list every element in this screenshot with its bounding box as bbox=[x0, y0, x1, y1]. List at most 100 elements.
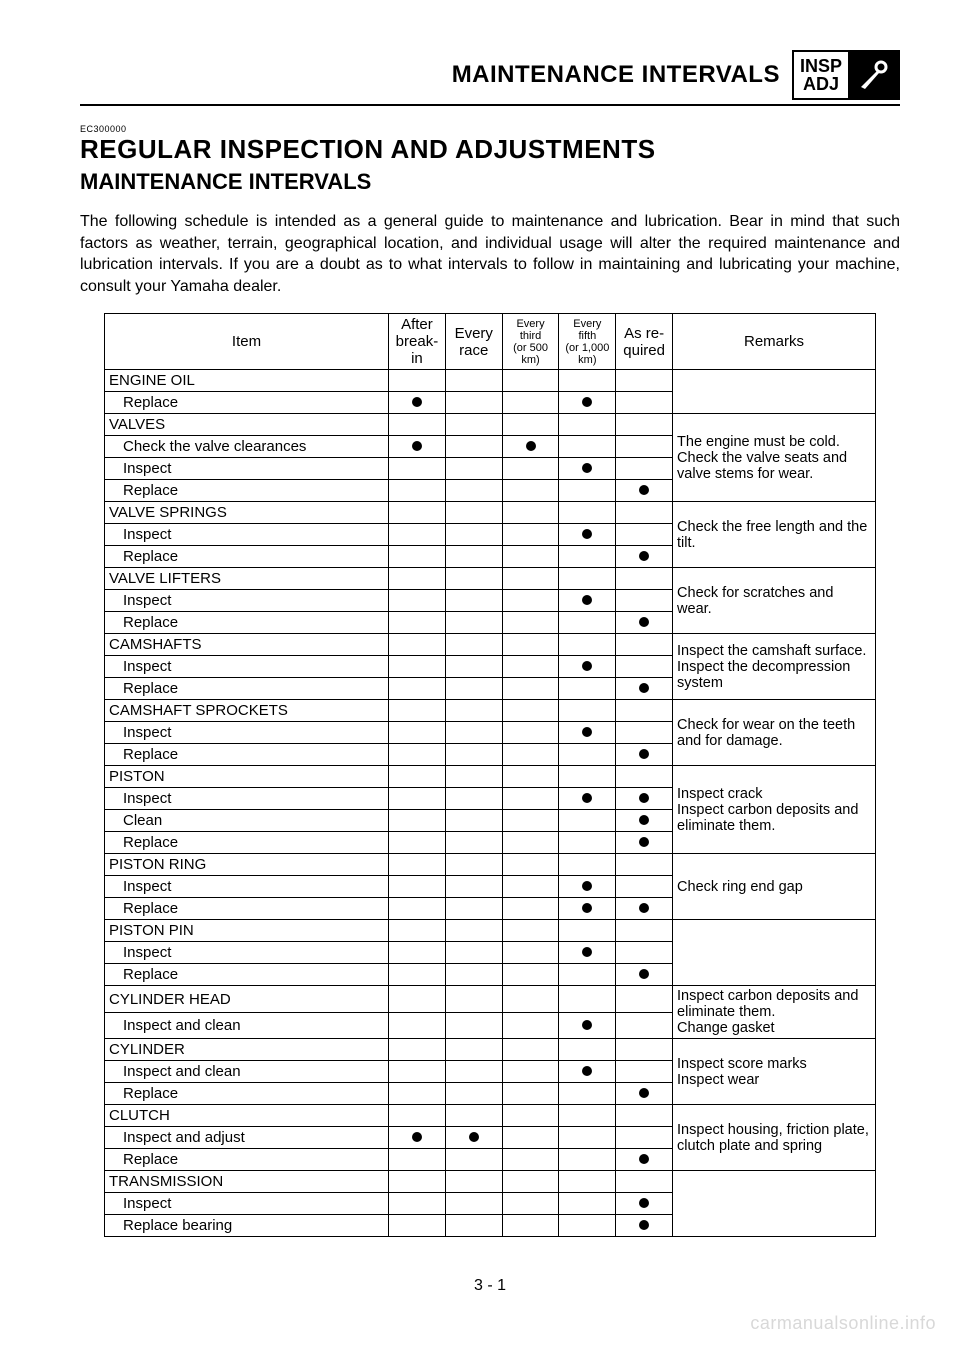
mark-cell bbox=[445, 568, 502, 590]
mark-cell bbox=[616, 722, 673, 744]
item-action: Inspect and clean bbox=[109, 1017, 384, 1034]
mark-cell bbox=[502, 1127, 559, 1149]
mark-cell bbox=[616, 590, 673, 612]
mark-cell bbox=[616, 568, 673, 590]
item-action: Replace bbox=[109, 548, 384, 565]
mark-cell bbox=[559, 942, 616, 964]
section-badge: INSP ADJ bbox=[792, 50, 900, 100]
mark-cell bbox=[389, 920, 446, 942]
table-row: VALVE SPRINGSCheck the free length and t… bbox=[105, 502, 876, 524]
dot-icon bbox=[582, 661, 592, 671]
item-action: Replace bbox=[109, 900, 384, 917]
mark-cell bbox=[616, 392, 673, 414]
intro-text: The following schedule is intended as a … bbox=[80, 211, 900, 297]
mark-cell bbox=[559, 722, 616, 744]
remarks-cell: Inspect crack Inspect carbon deposits an… bbox=[673, 766, 876, 854]
item-name-cell: CYLINDER HEAD bbox=[105, 986, 389, 1013]
mark-cell bbox=[559, 678, 616, 700]
item-name: CYLINDER bbox=[109, 1041, 384, 1058]
remarks-cell: Inspect housing, friction plate, clutch … bbox=[673, 1105, 876, 1171]
mark-cell bbox=[616, 370, 673, 392]
mark-cell bbox=[502, 480, 559, 502]
page-h1: REGULAR INSPECTION AND ADJUSTMENTS bbox=[80, 134, 900, 165]
remarks-cell bbox=[673, 1171, 876, 1237]
mark-cell bbox=[616, 832, 673, 854]
item-name-cell: VALVES bbox=[105, 414, 389, 436]
mark-cell bbox=[445, 876, 502, 898]
mark-cell bbox=[389, 590, 446, 612]
dot-icon bbox=[582, 463, 592, 473]
mark-cell bbox=[559, 480, 616, 502]
mark-cell bbox=[559, 1193, 616, 1215]
page-h2: MAINTENANCE INTERVALS bbox=[80, 169, 900, 195]
mark-cell bbox=[616, 480, 673, 502]
mark-cell bbox=[616, 612, 673, 634]
item-name: VALVES bbox=[109, 416, 384, 433]
dot-icon bbox=[639, 903, 649, 913]
mark-cell bbox=[502, 898, 559, 920]
item-action-cell: Replace bbox=[105, 1083, 389, 1105]
item-action: Replace bbox=[109, 1085, 384, 1102]
mark-cell bbox=[445, 920, 502, 942]
mark-cell bbox=[502, 524, 559, 546]
mark-cell bbox=[389, 392, 446, 414]
mark-cell bbox=[445, 898, 502, 920]
mark-cell bbox=[559, 1039, 616, 1061]
mark-cell bbox=[616, 854, 673, 876]
col-fifth-sub: (or 1,000 km) bbox=[563, 342, 611, 366]
mark-cell bbox=[559, 370, 616, 392]
item-action-cell: Inspect and clean bbox=[105, 1012, 389, 1039]
mark-cell bbox=[445, 414, 502, 436]
dot-icon bbox=[639, 485, 649, 495]
mark-cell bbox=[389, 942, 446, 964]
dot-icon bbox=[639, 749, 649, 759]
item-name-cell: PISTON bbox=[105, 766, 389, 788]
mark-cell bbox=[616, 744, 673, 766]
col-after: After break-in bbox=[389, 314, 446, 370]
table-row: CYLINDER HEADInspect carbon deposits and… bbox=[105, 986, 876, 1013]
watermark: carmanualsonline.info bbox=[750, 1313, 936, 1334]
dot-icon bbox=[639, 617, 649, 627]
col-race: Every race bbox=[445, 314, 502, 370]
col-remarks: Remarks bbox=[673, 314, 876, 370]
mark-cell bbox=[445, 634, 502, 656]
item-action: Replace bbox=[109, 966, 384, 983]
table-row: PISTONInspect crack Inspect carbon depos… bbox=[105, 766, 876, 788]
mark-cell bbox=[616, 920, 673, 942]
mark-cell bbox=[389, 458, 446, 480]
mark-cell bbox=[559, 810, 616, 832]
mark-cell bbox=[389, 370, 446, 392]
mark-cell bbox=[445, 1149, 502, 1171]
mark-cell bbox=[616, 1215, 673, 1237]
mark-cell bbox=[502, 810, 559, 832]
item-name: PISTON bbox=[109, 768, 384, 785]
mark-cell bbox=[616, 656, 673, 678]
item-action: Replace bearing bbox=[109, 1217, 384, 1234]
mark-cell bbox=[616, 700, 673, 722]
mark-cell bbox=[389, 1039, 446, 1061]
mark-cell bbox=[502, 1061, 559, 1083]
mark-cell bbox=[616, 1012, 673, 1039]
mark-cell bbox=[616, 876, 673, 898]
mark-cell bbox=[389, 876, 446, 898]
item-name-cell: CAMSHAFT SPROCKETS bbox=[105, 700, 389, 722]
mark-cell bbox=[502, 920, 559, 942]
item-action: Check the valve clearances bbox=[109, 438, 384, 455]
mark-cell bbox=[389, 1193, 446, 1215]
mark-cell bbox=[445, 1105, 502, 1127]
mark-cell bbox=[502, 766, 559, 788]
dot-icon bbox=[412, 441, 422, 451]
item-name: CLUTCH bbox=[109, 1107, 384, 1124]
mark-cell bbox=[559, 898, 616, 920]
mark-cell bbox=[616, 634, 673, 656]
item-action-cell: Replace bbox=[105, 546, 389, 568]
dot-icon bbox=[412, 397, 422, 407]
mark-cell bbox=[559, 1105, 616, 1127]
item-action-cell: Inspect bbox=[105, 788, 389, 810]
item-action-cell: Check the valve clearances bbox=[105, 436, 389, 458]
remarks-cell: Check the free length and the tilt. bbox=[673, 502, 876, 568]
item-action-cell: Replace bbox=[105, 678, 389, 700]
mark-cell bbox=[616, 1193, 673, 1215]
dot-icon bbox=[639, 815, 649, 825]
mark-cell bbox=[502, 1105, 559, 1127]
